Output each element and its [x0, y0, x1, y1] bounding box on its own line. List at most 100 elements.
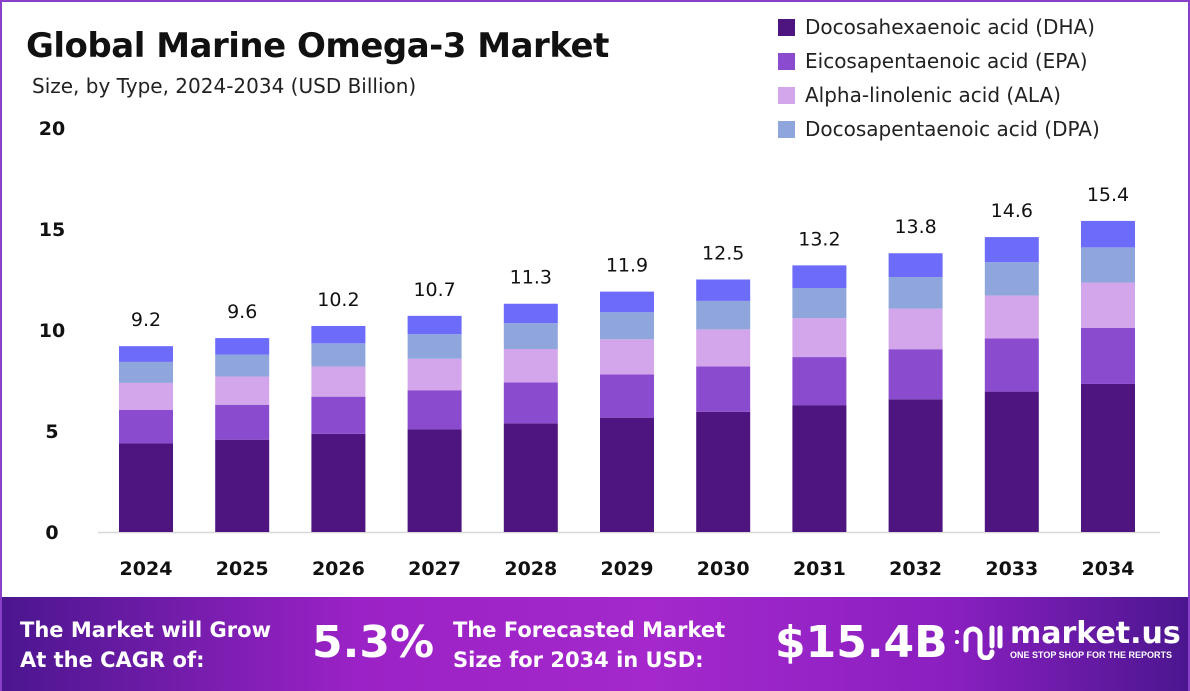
bar-total-label: 10.2 [317, 289, 359, 311]
legend-label: Alpha-linolenic acid (ALA) [805, 83, 1061, 107]
bar-segment-2024-0 [119, 443, 173, 532]
bar-segment-2032-0 [888, 399, 943, 532]
bar-segment-2034-4 [1081, 220, 1135, 248]
y-tick-label: 20 [39, 118, 65, 140]
summary-banner: The Market will Grow At the CAGR of: 5.3%… [0, 597, 1190, 691]
bar-total-label: 11.9 [606, 255, 648, 277]
bar-total-label: 14.6 [991, 200, 1033, 222]
x-tick-label: 2025 [216, 558, 269, 580]
bar-segment-2034-1 [1081, 327, 1135, 384]
market-us-logo: market.us ONE STOP SHOP FOR THE REPORTS [952, 619, 1181, 661]
bar-segment-2029-1 [600, 374, 654, 418]
bar-segment-2031-0 [792, 405, 847, 532]
bar-segment-2031-3 [792, 287, 847, 319]
bar-segment-2030-4 [696, 279, 751, 301]
x-tick-label: 2030 [697, 558, 750, 580]
bar-segment-2030-3 [696, 300, 751, 330]
bar-segment-2028-3 [503, 323, 558, 349]
bar-segment-2025-0 [215, 439, 270, 532]
logo-mark-icon [955, 625, 1003, 660]
legend-label: Docosahexaenoic acid (DHA) [805, 15, 1095, 39]
bar-segment-2031-2 [792, 318, 847, 358]
cagr-value: 5.3% [312, 617, 435, 668]
bar-segment-2027-3 [407, 334, 462, 359]
bar-segment-2033-0 [984, 391, 1039, 532]
legend-item-dha: Docosahexaenoic acid (DHA) [778, 10, 1100, 44]
bar-segment-2027-0 [407, 429, 462, 532]
bar-segment-2034-3 [1081, 247, 1135, 283]
cagr-label-line1: The Market will Grow [20, 618, 271, 642]
bar-segment-2030-2 [696, 329, 751, 367]
bar-segment-2032-1 [888, 349, 943, 400]
logo-text: market.us [1010, 616, 1181, 651]
forecast-label-line2: Size for 2034 in USD: [453, 648, 704, 672]
bar-segment-2027-1 [407, 390, 462, 430]
stacked-bar-chart: 0 5 10 15 20 9.2 2024 9.6 2025 10.2 2026 10.7 2027 11… [39, 118, 1160, 580]
bar-segment-2032-3 [888, 277, 943, 309]
bar-segment-2024-4 [119, 346, 173, 362]
bar-segment-2026-4 [311, 325, 366, 344]
y-tick-label: 0 [45, 522, 58, 544]
bar-total-label: 9.6 [227, 301, 257, 323]
bar-total-label: 9.2 [131, 309, 161, 331]
bar-segment-2031-1 [792, 357, 847, 406]
bar-segment-2026-2 [311, 366, 366, 397]
legend-swatch [778, 120, 795, 138]
x-tick-label: 2029 [601, 558, 654, 580]
bar-segment-2032-4 [888, 253, 943, 278]
legend-item-dpa: Docosapentaenoic acid (DPA) [778, 112, 1100, 146]
bar-segment-2025-3 [215, 354, 270, 377]
x-tick-label: 2034 [1082, 558, 1135, 580]
legend-swatch [778, 86, 795, 104]
x-tick-label: 2033 [985, 558, 1038, 580]
cagr-label: The Market will Grow At the CAGR of: [20, 615, 271, 675]
x-tick-label: 2024 [120, 558, 173, 580]
bar-total-label: 11.3 [510, 267, 552, 289]
bar-segment-2029-0 [600, 417, 654, 532]
bar-segment-2026-3 [311, 343, 366, 367]
legend-label: Docosapentaenoic acid (DPA) [805, 117, 1100, 141]
bar-segment-2033-2 [984, 295, 1039, 339]
bar-segment-2028-2 [503, 348, 558, 383]
legend-label: Eicosapentaenoic acid (EPA) [805, 49, 1088, 73]
bar-total-label: 15.4 [1087, 184, 1129, 206]
legend-swatch [778, 52, 795, 70]
forecast-label: The Forecasted Market Size for 2034 in US… [453, 615, 725, 675]
bar-segment-2034-2 [1081, 282, 1135, 328]
x-tick-label: 2028 [504, 558, 557, 580]
legend-item-ala: Alpha-linolenic acid (ALA) [778, 78, 1100, 112]
bar-segment-2026-1 [311, 396, 366, 434]
x-tick-label: 2031 [793, 558, 846, 580]
bar-segment-2031-4 [792, 265, 847, 288]
bar-segment-2029-2 [600, 339, 654, 375]
bar-total-label: 13.2 [798, 228, 840, 250]
bar-segment-2028-4 [503, 303, 558, 324]
bar-segment-2024-1 [119, 409, 173, 444]
bar-segment-2026-0 [311, 433, 366, 532]
bar-segment-2025-1 [215, 404, 270, 440]
bar-segment-2024-2 [119, 382, 173, 410]
bar-total-label: 13.8 [894, 216, 936, 238]
bar-segment-2030-0 [696, 411, 751, 532]
logo-tagline: ONE STOP SHOP FOR THE REPORTS [1010, 650, 1173, 660]
bar-segment-2032-2 [888, 308, 943, 350]
bar-segment-2033-4 [984, 237, 1039, 263]
forecast-value: $15.4B [775, 617, 948, 668]
chart-title: Global Marine Omega-3 Market [26, 26, 609, 66]
bar-segment-2025-4 [215, 338, 270, 355]
bar-total-label: 10.7 [413, 279, 455, 301]
bar-segment-2033-3 [984, 262, 1039, 296]
bar-segment-2029-3 [600, 312, 654, 340]
bar-segment-2033-1 [984, 338, 1039, 392]
bar-segment-2027-2 [407, 358, 462, 391]
legend-swatch [778, 18, 795, 36]
x-tick-label: 2027 [408, 558, 461, 580]
y-tick-label: 5 [45, 421, 58, 443]
bar-segment-2029-4 [600, 291, 654, 313]
bar-segment-2030-1 [696, 366, 751, 412]
bar-segment-2027-4 [407, 315, 462, 335]
bar-segment-2034-0 [1081, 383, 1135, 532]
bar-total-label: 12.5 [702, 243, 744, 265]
bar-segment-2028-1 [503, 382, 558, 424]
chart-subtitle: Size, by Type, 2024-2034 (USD Billion) [32, 74, 417, 98]
